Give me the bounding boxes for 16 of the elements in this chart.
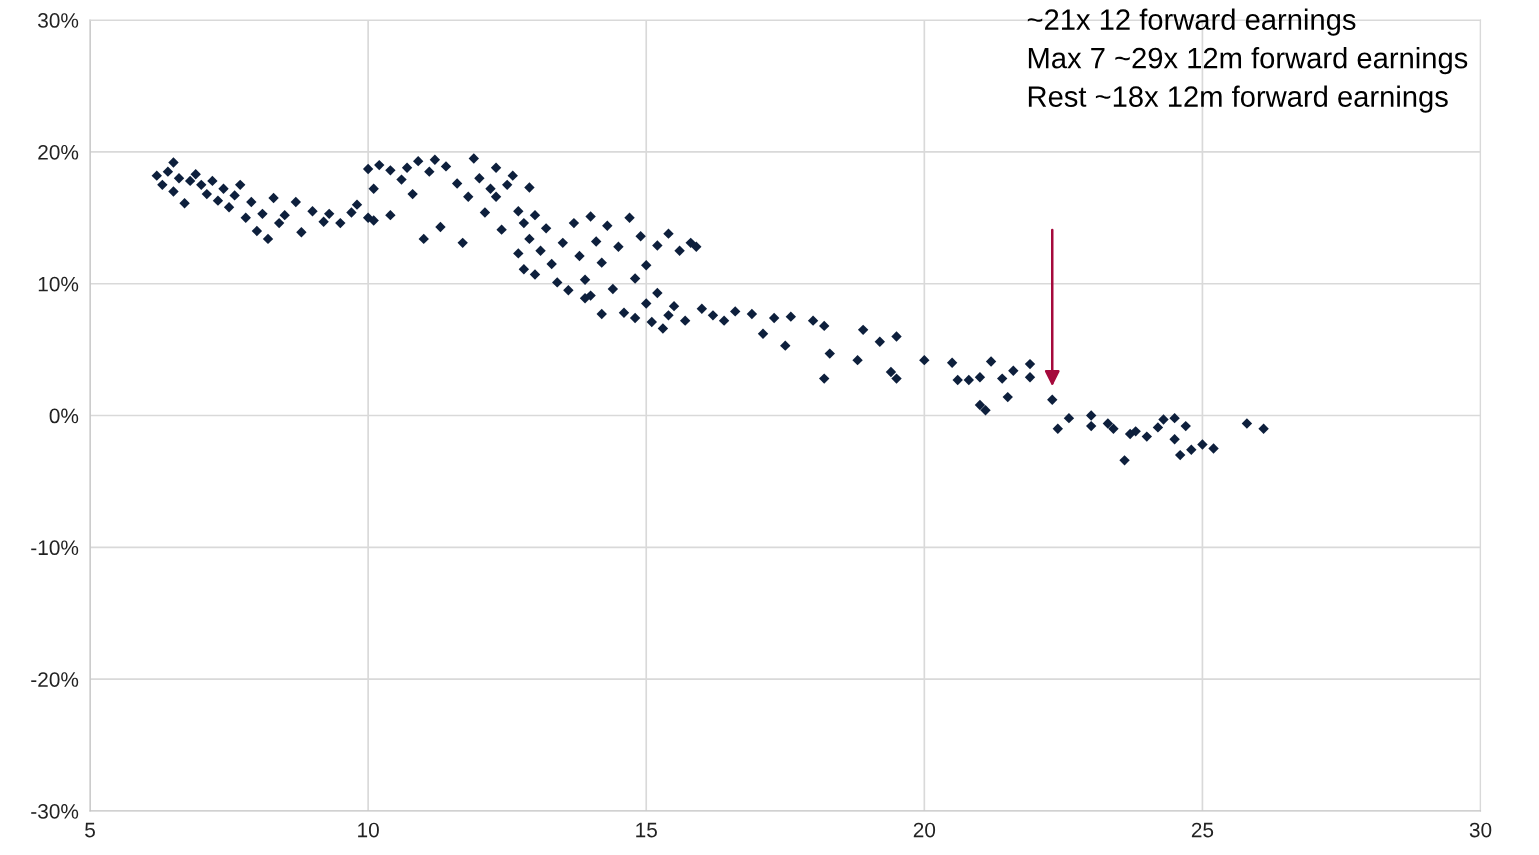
x-tick-label: 10	[358, 822, 379, 838]
y-tick-label: 30%	[38, 13, 79, 28]
y-tick-label: -30%	[31, 803, 79, 819]
y-tick-label: 20%	[38, 144, 79, 160]
x-tick-label: 20	[913, 822, 936, 838]
y-tick-label: -10%	[31, 540, 79, 556]
x-tick-label: 15	[636, 822, 657, 838]
x-tick-label: 30	[1469, 822, 1492, 838]
annotation: Rest ~18x 12m forward earnings	[1028, 85, 1448, 113]
annotation: Max 7 ~29x 12m forward earnings	[1028, 47, 1468, 75]
y-tick-label: -20%	[31, 672, 79, 687]
x-tick-label: 5	[85, 822, 95, 838]
y-tick-label: 0%	[49, 408, 79, 424]
x-tick-label: 25	[1191, 822, 1214, 838]
annotation: ~21x 12 forward earnings	[1027, 8, 1356, 36]
y-tick-label: 10%	[38, 276, 79, 292]
